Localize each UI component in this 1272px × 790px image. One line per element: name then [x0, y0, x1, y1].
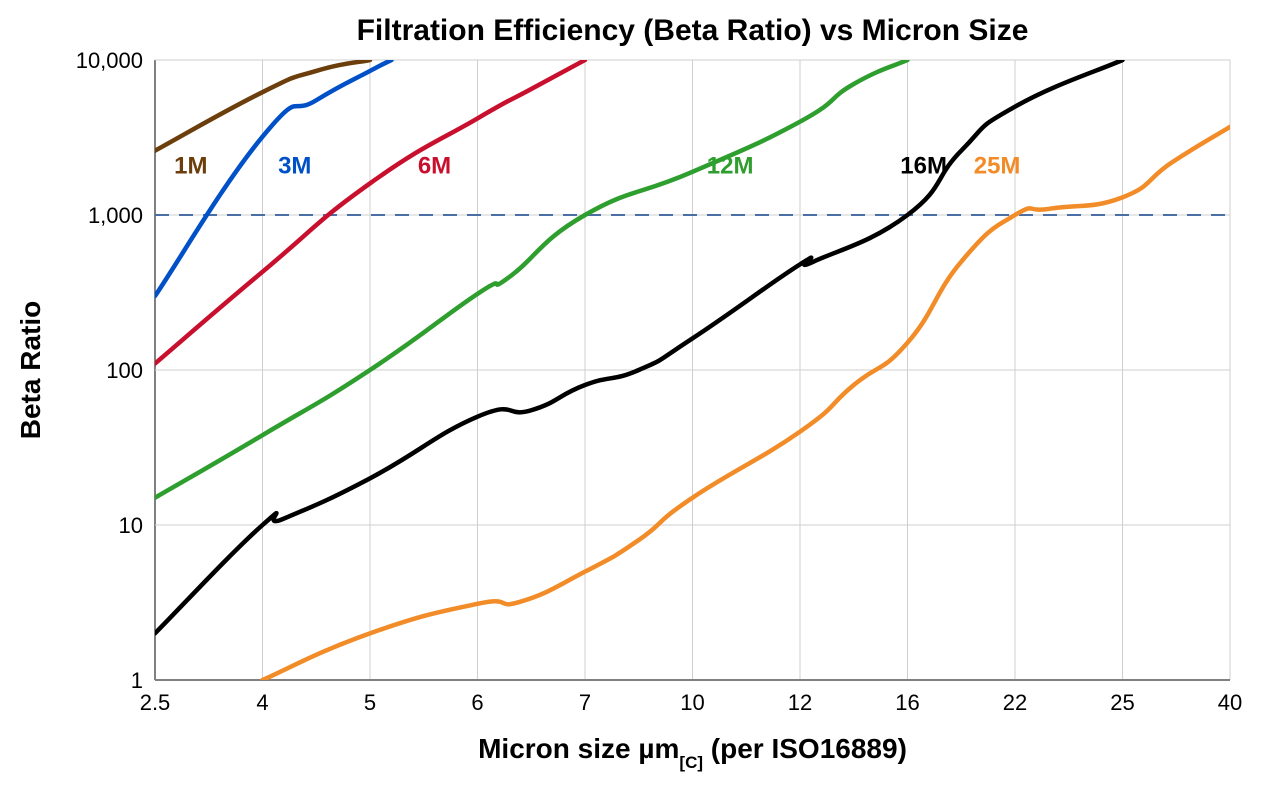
x-tick-label: 16	[895, 690, 919, 715]
x-tick-label: 7	[579, 690, 591, 715]
series-label-12M: 12M	[707, 153, 754, 180]
x-tick-label: 6	[471, 690, 483, 715]
y-tick-label: 10	[119, 513, 143, 538]
series-label-3M: 3M	[278, 153, 311, 180]
y-tick-label: 1	[131, 668, 143, 693]
chart-container: 1M 3M 6M 12M 16M 25M 2.5 4 5 6 7 10 12 16 22 25 40 1 10 100…	[0, 0, 1272, 790]
series-label-25M: 25M	[974, 153, 1021, 180]
chart-bg	[0, 0, 1272, 790]
series-label-16M: 16M	[900, 153, 947, 180]
y-tick-label: 100	[106, 358, 143, 383]
x-tick-label: 12	[788, 690, 812, 715]
x-tick-label: 4	[256, 690, 268, 715]
y-tick-label: 10,000	[76, 48, 143, 73]
chart-title: Filtration Efficiency (Beta Ratio) vs Mi…	[357, 14, 1029, 47]
x-tick-label: 10	[680, 690, 704, 715]
series-label-6M: 6M	[418, 153, 451, 180]
chart-svg: 1M 3M 6M 12M 16M 25M 2.5 4 5 6 7 10 12 16 22 25 40 1 10 100…	[0, 0, 1272, 790]
x-tick-label: 2.5	[140, 690, 171, 715]
x-tick-label: 5	[364, 690, 376, 715]
x-tick-label: 25	[1110, 690, 1134, 715]
y-axis-label: Beta Ratio	[15, 301, 46, 439]
y-tick-label: 1,000	[88, 203, 143, 228]
series-label-1M: 1M	[174, 153, 207, 180]
x-tick-label: 40	[1218, 690, 1242, 715]
x-tick-label: 22	[1003, 690, 1027, 715]
